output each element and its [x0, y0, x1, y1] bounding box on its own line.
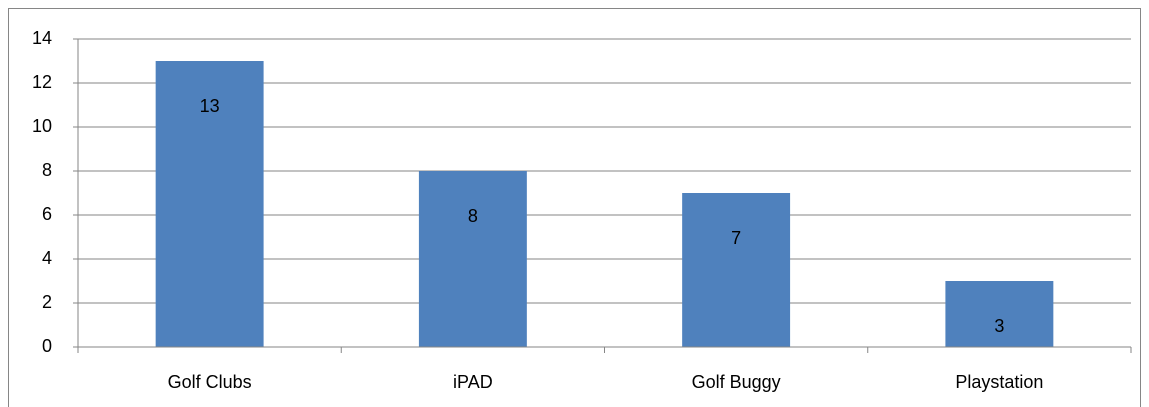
y-tick-label: 2	[42, 292, 52, 312]
y-tick-label: 14	[32, 28, 52, 48]
y-tick-label: 8	[42, 160, 52, 180]
x-tick-label: Playstation	[955, 372, 1043, 392]
y-tick-label: 6	[42, 204, 52, 224]
bar	[682, 193, 791, 347]
data-label: 3	[994, 316, 1004, 336]
data-label: 7	[731, 228, 741, 248]
y-tick-label: 4	[42, 248, 52, 268]
x-tick-label: iPAD	[453, 372, 493, 392]
x-tick-label: Golf Clubs	[168, 372, 252, 392]
data-label: 13	[200, 96, 220, 116]
y-tick-label: 10	[32, 116, 52, 136]
data-label: 8	[468, 206, 478, 226]
y-tick-label: 0	[42, 336, 52, 356]
bar	[945, 281, 1054, 347]
bar	[155, 61, 264, 347]
x-tick-label: Golf Buggy	[692, 372, 781, 392]
bar	[418, 171, 527, 347]
y-tick-label: 12	[32, 72, 52, 92]
